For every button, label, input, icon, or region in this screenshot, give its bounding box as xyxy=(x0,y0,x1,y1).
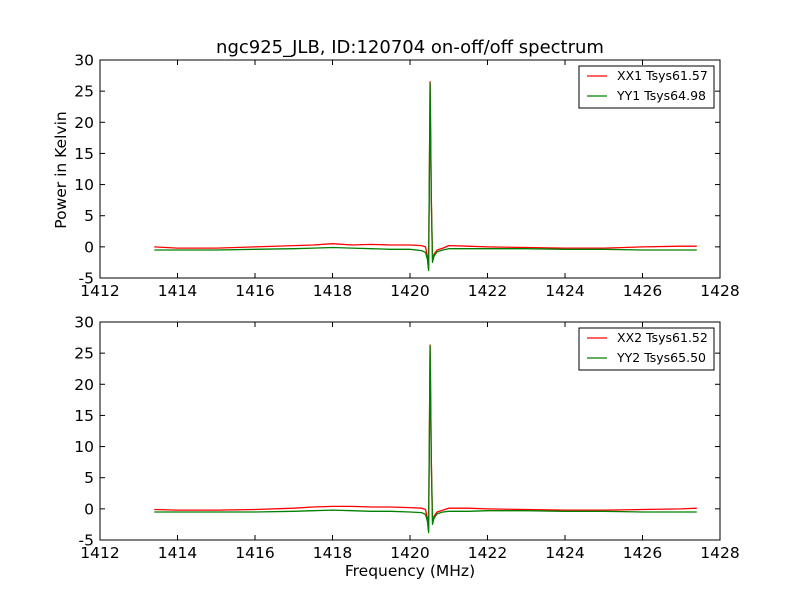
y-tick-label: 0 xyxy=(84,238,94,256)
y-tick-label: -5 xyxy=(79,270,94,288)
legend-entry: XX2 Tsys61.52 xyxy=(617,330,708,345)
x-tick-label: 1416 xyxy=(235,544,274,562)
legend: XX1 Tsys61.57 YY1 Tsys64.98 xyxy=(578,65,715,109)
y-axis-label: Power in Kelvin xyxy=(52,111,70,228)
y-tick-label: 30 xyxy=(74,314,94,332)
y-tick-label: 10 xyxy=(74,438,94,456)
y-tick-label: 20 xyxy=(74,376,94,394)
y-tick-label: 5 xyxy=(84,207,94,225)
x-tick-label: 1420 xyxy=(390,544,429,562)
y-tick-label: 0 xyxy=(84,500,94,518)
x-tick-label: 1426 xyxy=(623,282,662,300)
y-tick-label: 15 xyxy=(74,407,94,425)
x-tick-label: 1428 xyxy=(700,544,739,562)
series-line-yy2 xyxy=(154,345,697,534)
x-tick-label: 1414 xyxy=(158,544,197,562)
legend-box xyxy=(578,327,715,371)
y-tick-label: 15 xyxy=(74,145,94,163)
x-tick-label: 1422 xyxy=(468,282,507,300)
x-tick-label: 1422 xyxy=(468,544,507,562)
y-tick-label: 25 xyxy=(74,83,94,101)
y-tick-label: 30 xyxy=(74,52,94,70)
legend: XX2 Tsys61.52 YY2 Tsys65.50 xyxy=(578,327,715,371)
x-tick-label: 1424 xyxy=(545,282,584,300)
x-tick-label: 1428 xyxy=(700,282,739,300)
top-panel: ngc925_JLB, ID:120704 on-off/off spectru… xyxy=(52,37,740,300)
y-tick-label: -5 xyxy=(79,532,94,550)
x-tick-label: 1412 xyxy=(80,282,119,300)
x-tick-label: 1418 xyxy=(313,544,352,562)
legend-box xyxy=(578,65,715,109)
x-tick-label: 1426 xyxy=(623,544,662,562)
y-tick-label: 10 xyxy=(74,176,94,194)
legend-entry: YY1 Tsys64.98 xyxy=(616,88,706,103)
chart-title: ngc925_JLB, ID:120704 on-off/off spectru… xyxy=(216,37,604,58)
legend-entry: YY2 Tsys65.50 xyxy=(616,350,706,365)
x-tick-label: 1418 xyxy=(313,282,352,300)
x-tick-label: 1424 xyxy=(545,544,584,562)
x-tick-label: 1416 xyxy=(235,282,274,300)
series-line-yy1 xyxy=(154,82,697,272)
y-tick-label: 25 xyxy=(74,345,94,363)
x-tick-label: 1414 xyxy=(158,282,197,300)
y-tick-label: 20 xyxy=(74,114,94,132)
bottom-panel: Frequency (MHz) 1412 1414 1416 1418 1420 1422… xyxy=(74,314,739,581)
x-tick-label: 1412 xyxy=(80,544,119,562)
legend-entry: XX1 Tsys61.57 xyxy=(617,68,708,83)
y-tick-label: 5 xyxy=(84,469,94,487)
x-tick-label: 1420 xyxy=(390,282,429,300)
x-axis-label: Frequency (MHz) xyxy=(345,562,475,580)
